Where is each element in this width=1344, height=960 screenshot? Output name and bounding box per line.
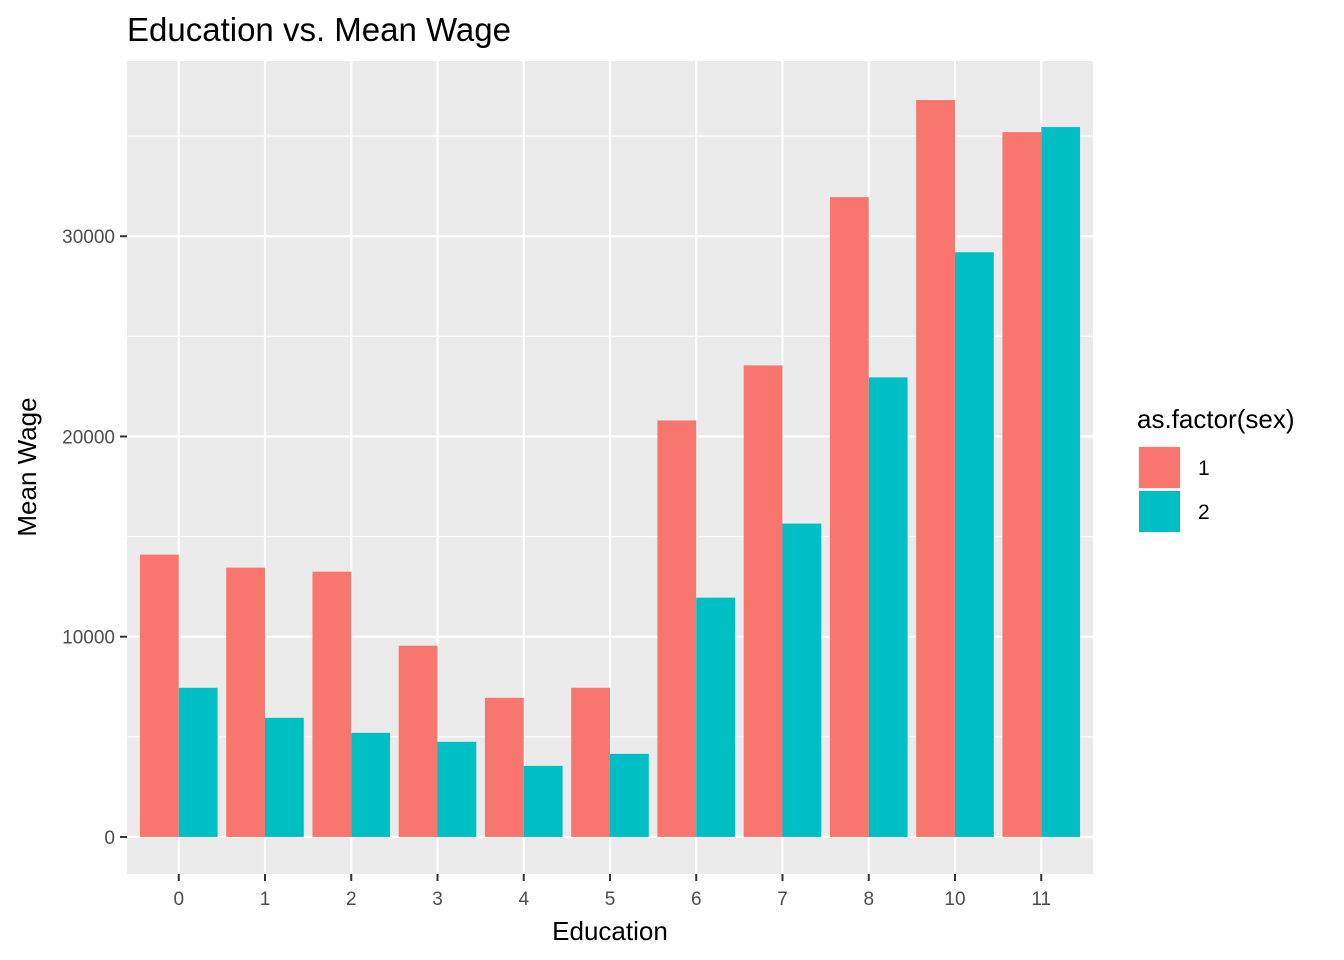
bar-7-series-2 <box>782 523 822 837</box>
bar-6-series-1 <box>657 420 697 837</box>
y-tick-label: 10000 <box>62 628 115 649</box>
bar-0-series-1 <box>139 554 179 837</box>
x-tick-label: 5 <box>605 889 616 910</box>
x-tick-label: 3 <box>432 889 443 910</box>
bar-2-series-2 <box>351 732 391 837</box>
bar-3-series-2 <box>437 741 477 837</box>
bar-0-series-2 <box>178 687 218 837</box>
x-tick-label: 0 <box>173 889 184 910</box>
bar-8-series-1 <box>829 197 869 837</box>
legend-label: 1 <box>1198 457 1210 480</box>
x-tick-label: 1 <box>260 889 271 910</box>
bar-11-series-2 <box>1041 127 1081 837</box>
bar-10-series-1 <box>916 100 955 837</box>
x-tick-label: 10 <box>944 889 965 910</box>
bar-4-series-2 <box>523 765 563 837</box>
bar-1-series-1 <box>226 567 265 837</box>
legend: as.factor(sex) 1 2 <box>1137 404 1295 533</box>
y-axis: 0 10000 20000 30000 <box>62 227 127 849</box>
legend-label: 2 <box>1198 501 1210 524</box>
legend-swatch <box>1139 491 1180 532</box>
x-tick-label: 2 <box>346 889 357 910</box>
bars <box>139 100 1081 837</box>
bar-3-series-1 <box>398 645 438 837</box>
bar-4-series-1 <box>484 697 524 837</box>
x-tick-label: 8 <box>863 889 874 910</box>
x-tick-label: 7 <box>777 889 788 910</box>
bar-10-series-2 <box>955 252 994 837</box>
bar-11-series-1 <box>1002 132 1042 837</box>
bar-5-series-1 <box>571 687 610 837</box>
x-tick-label: 11 <box>1031 889 1051 910</box>
y-axis-title: Mean Wage <box>12 397 42 536</box>
x-tick-label: 6 <box>691 889 702 910</box>
bar-7-series-1 <box>743 365 783 837</box>
y-tick-label: 20000 <box>62 427 115 448</box>
x-tick-label: 4 <box>518 889 529 910</box>
legend-title: as.factor(sex) <box>1137 404 1295 434</box>
legend-swatch <box>1139 447 1180 488</box>
y-tick-label: 30000 <box>62 227 115 248</box>
x-axis-title: Education <box>552 916 668 946</box>
y-tick-label: 0 <box>104 828 115 849</box>
x-axis: 0 1 2 3 4 5 6 7 8 10 11 <box>173 874 1051 910</box>
bar-1-series-2 <box>265 717 304 837</box>
bar-2-series-1 <box>312 571 352 837</box>
bar-5-series-2 <box>610 753 649 837</box>
bar-8-series-2 <box>868 377 908 837</box>
bar-6-series-2 <box>696 597 736 837</box>
chart-title: Education vs. Mean Wage <box>127 11 511 48</box>
